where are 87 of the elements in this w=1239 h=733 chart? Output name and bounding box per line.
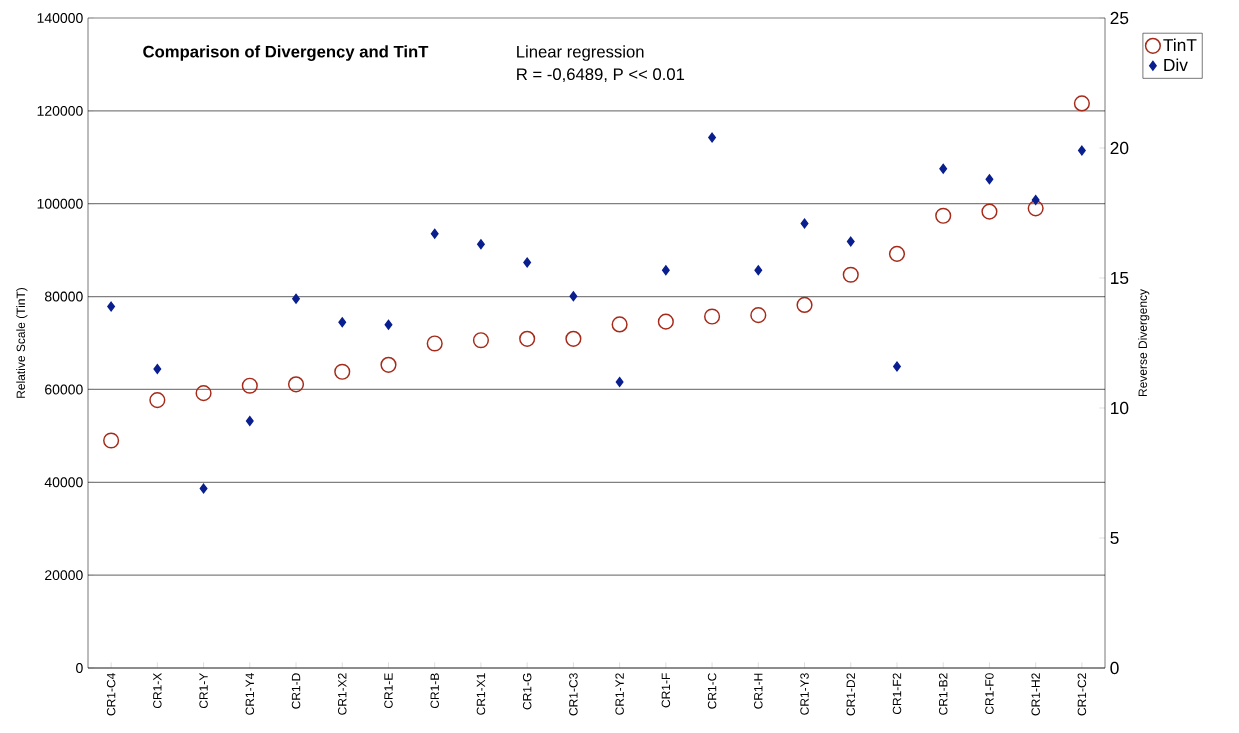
x-tick-label: CR1-C <box>707 673 717 709</box>
point <box>241 377 258 394</box>
point <box>657 313 674 330</box>
x-tick-label: CR1-E <box>384 673 393 709</box>
point <box>704 308 721 325</box>
point <box>1031 194 1040 206</box>
point <box>935 207 952 224</box>
point <box>149 392 166 409</box>
point <box>195 385 212 402</box>
x-tick-label: CR1-X <box>153 672 162 709</box>
point <box>426 335 443 352</box>
x-tick-label: CR1-B <box>430 673 439 709</box>
point <box>615 376 624 387</box>
x-tick-label: CR1-X1 <box>476 673 486 715</box>
y2-tick-label: 25 <box>1110 11 1129 25</box>
x-tick-label: CR1-F0 <box>985 673 994 715</box>
point <box>199 483 208 494</box>
point <box>750 307 767 324</box>
point <box>569 291 578 302</box>
point <box>338 317 347 328</box>
point <box>565 330 582 347</box>
point <box>153 363 162 375</box>
point <box>519 330 536 347</box>
x-tick-label: CR1-C2 <box>1077 673 1087 716</box>
point <box>981 203 998 220</box>
point <box>1027 200 1044 217</box>
point <box>939 163 948 174</box>
point <box>287 376 305 393</box>
y2-axis-title: Reverse Divergency <box>1138 289 1150 397</box>
point <box>380 356 397 373</box>
point <box>800 218 809 229</box>
x-tick-label: CR1-F2 <box>892 673 902 715</box>
y-tick-label: 0 <box>76 663 83 673</box>
y2-tick-label: 0 <box>1110 661 1119 675</box>
point <box>245 415 254 427</box>
x-tick-label: CR1-F <box>661 673 671 708</box>
point <box>472 332 490 349</box>
y-tick-label: 60000 <box>45 384 83 395</box>
x-tick-label: CR1-C3 <box>569 673 578 716</box>
point <box>893 361 901 372</box>
x-tick-label: CR1-X2 <box>338 673 347 715</box>
point <box>708 132 717 143</box>
x-tick-label: CR1-D2 <box>846 673 856 716</box>
x-tick-label: CR1-B2 <box>938 673 948 715</box>
y-tick-label: 20000 <box>45 570 83 581</box>
x-tick-label: CR1-Y3 <box>800 673 809 715</box>
point <box>1073 95 1090 112</box>
point <box>888 245 906 262</box>
y2-tick-label: 20 <box>1110 141 1129 155</box>
legend-label: TinT <box>1163 38 1197 52</box>
point <box>292 293 300 304</box>
point <box>846 236 855 247</box>
y2-tick-label: 10 <box>1111 401 1129 415</box>
y2-tick-label: 5 <box>1110 531 1119 545</box>
y2-tick-label: 15 <box>1111 271 1129 285</box>
y-tick-label: 80000 <box>44 291 83 302</box>
point <box>523 257 532 268</box>
x-tick-label: CR1-Y4 <box>245 673 255 715</box>
y-tick-label: 140000 <box>37 13 83 23</box>
point <box>477 239 485 250</box>
y-tick-label: 100000 <box>37 198 83 209</box>
point <box>430 228 439 239</box>
point <box>842 266 859 283</box>
annotation: Linear regression <box>517 45 644 61</box>
y-tick-label: 120000 <box>37 105 83 116</box>
x-tick-label: CR1-D <box>291 673 301 709</box>
point <box>334 363 351 380</box>
point <box>796 296 813 313</box>
point <box>1077 145 1086 156</box>
point <box>384 319 393 330</box>
point <box>611 316 628 333</box>
point <box>754 265 763 276</box>
point <box>661 265 670 276</box>
point <box>985 174 994 185</box>
x-tick-label: CR1-G <box>522 673 532 710</box>
legend-label: Div <box>1164 58 1188 71</box>
annotation: R = -0,6489, P << 0.01 <box>517 68 685 83</box>
x-tick-label: CR1-C4 <box>106 673 116 716</box>
text: Comparison of Divergency and TinT <box>143 45 429 61</box>
y-tick-label: 40000 <box>44 477 83 488</box>
x-tick-label: CR1-Y2 <box>615 673 624 715</box>
x-tick-label: CR1-H <box>754 673 763 709</box>
point <box>107 301 116 312</box>
y-axis-title: Relative Scale (TinT) <box>16 287 28 398</box>
x-tick-label: CR1-Y <box>199 672 208 709</box>
point <box>103 432 120 449</box>
x-tick-label: CR1-H2 <box>1031 673 1040 716</box>
